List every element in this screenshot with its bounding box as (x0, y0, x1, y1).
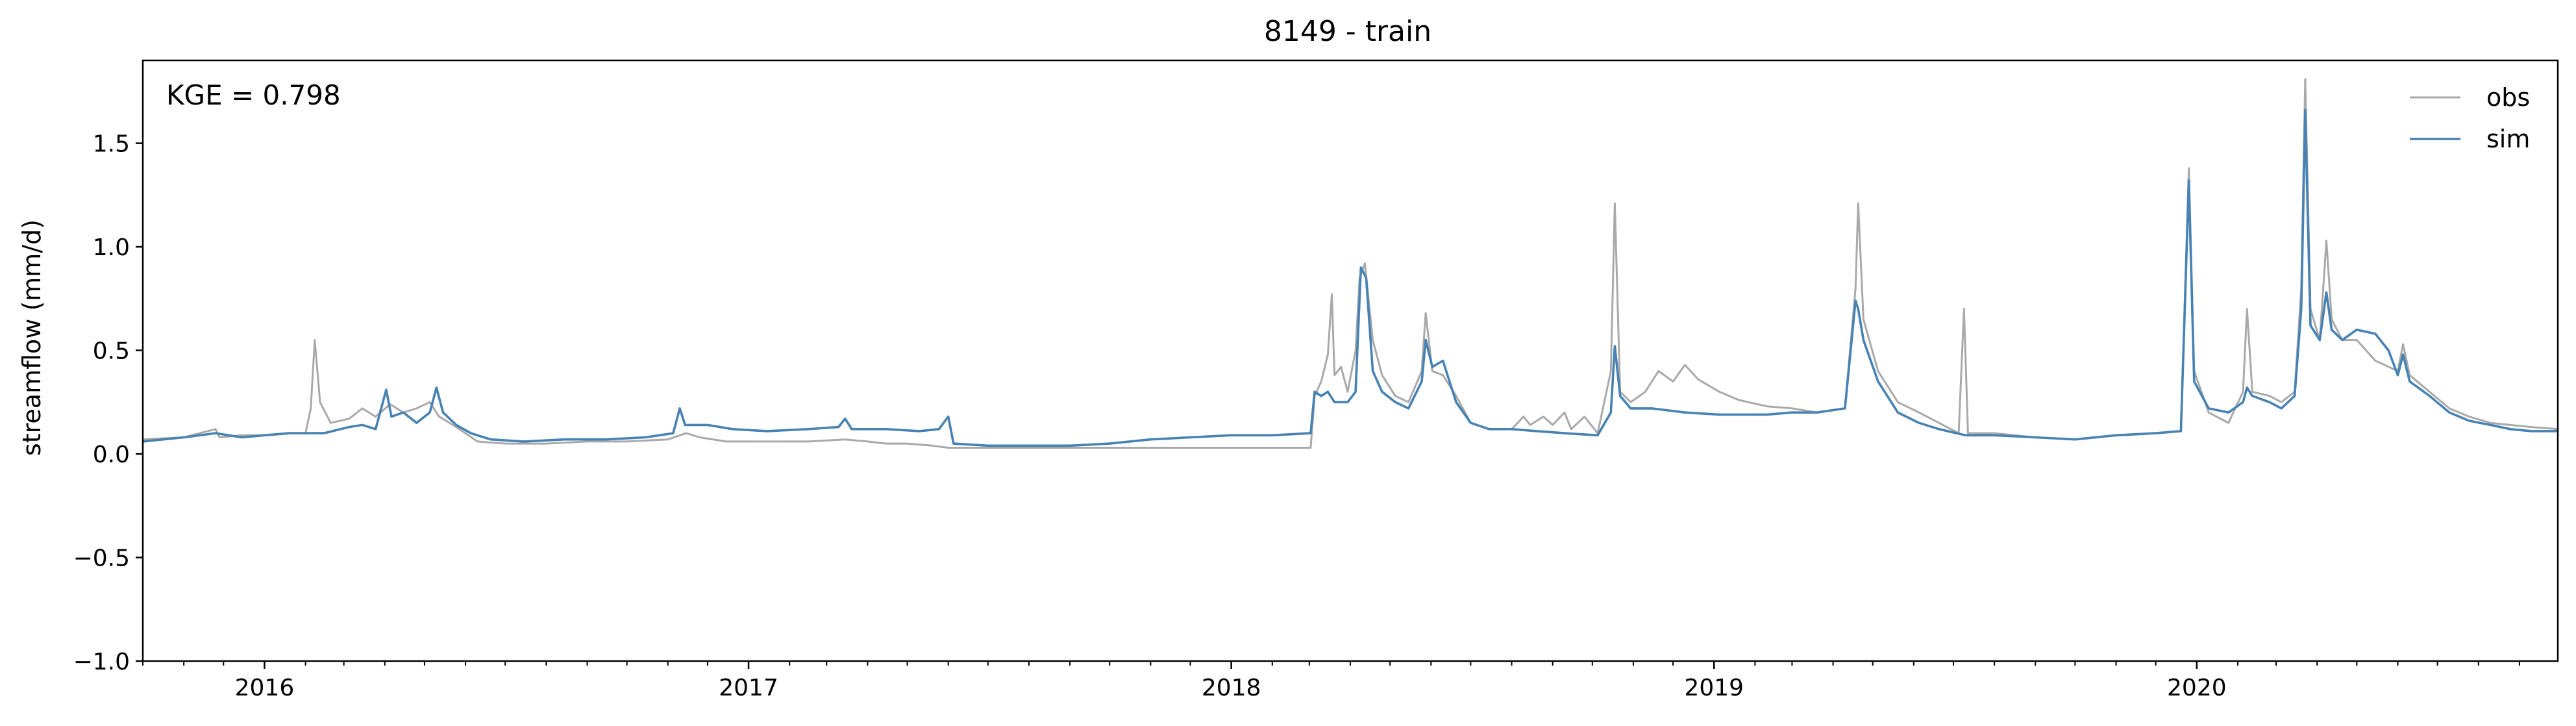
y-tick-label: 1.0 (93, 234, 130, 261)
x-tick-label: 2020 (2167, 675, 2227, 701)
x-tick-label: 2017 (719, 675, 778, 701)
plot-area: −1.0 −0.5 0.0 0.5 1.0 1.5 2016 2017 2018 2019 2020… (73, 59, 2559, 701)
x-tick-label: 2019 (1684, 675, 1744, 701)
y-tick-label: −1.0 (73, 649, 130, 675)
series-line-sim (143, 108, 2558, 447)
series-line-obs (143, 78, 2558, 449)
y-tick-label: 0.0 (93, 442, 130, 468)
chart-title: 8149 - train (1264, 15, 1431, 48)
legend: obs sim (2410, 83, 2530, 153)
plot-frame (142, 59, 2559, 662)
kge-annotation: KGE = 0.798 (166, 79, 341, 111)
legend-label-obs: obs (2486, 83, 2530, 112)
x-tick-label: 2018 (1202, 675, 1261, 701)
x-tick-label: 2016 (235, 675, 295, 701)
y-tick-label: −0.5 (73, 545, 130, 572)
y-tick-label: 1.5 (93, 131, 130, 158)
y-axis-label: streamflow (mm/d) (18, 219, 46, 456)
legend-label-sim: sim (2486, 125, 2530, 153)
y-tick-label: 0.5 (93, 338, 130, 365)
series-group (143, 78, 2558, 449)
